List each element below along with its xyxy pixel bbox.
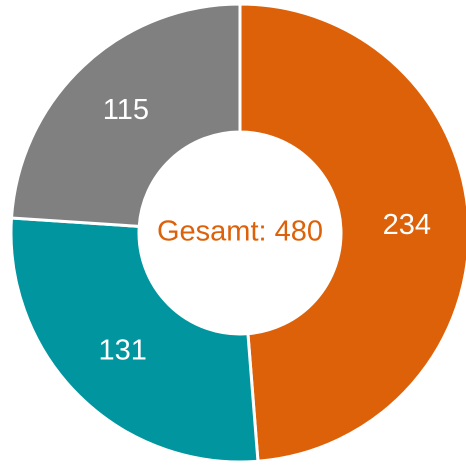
slice — [9, 2, 242, 228]
value-label: 131 — [98, 335, 146, 367]
center-label: Gesamt: 480 — [157, 216, 323, 248]
value-label: 234 — [383, 209, 431, 241]
slice — [238, 2, 466, 463]
slices — [9, 2, 466, 464]
value-label: 115 — [103, 94, 149, 126]
slice — [9, 216, 260, 464]
